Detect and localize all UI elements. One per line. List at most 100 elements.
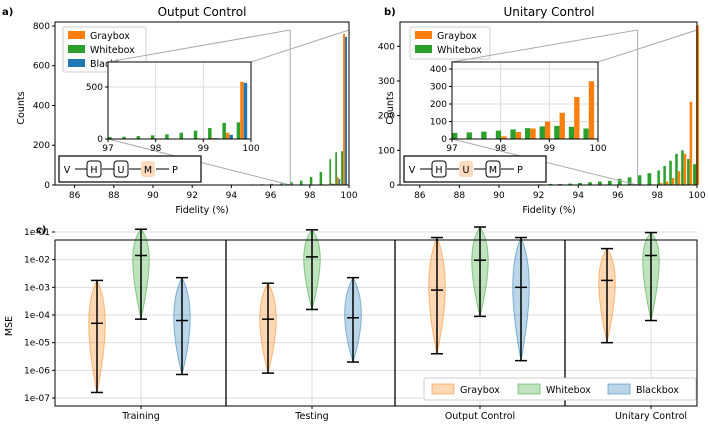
panel-b-ytick-label: 300 bbox=[378, 77, 395, 87]
panel-b-bar-whitebox bbox=[598, 181, 602, 185]
panel-a-inset-xtick-label: 98 bbox=[150, 144, 162, 154]
panel-b-inset-bar-graybox bbox=[515, 132, 522, 139]
panel-b-inset-bar-graybox bbox=[588, 81, 595, 139]
panel-a-bar-blackbox bbox=[345, 36, 347, 185]
panel-a-label: a) bbox=[2, 7, 13, 18]
panel-a-inset-bar-whitebox bbox=[165, 134, 169, 139]
panel-a-inset-bar-whitebox bbox=[136, 136, 141, 139]
panel-b-ytick-label: 400 bbox=[378, 42, 395, 52]
panel-b-inset-frame bbox=[451, 61, 599, 140]
panel-b-zoom-line bbox=[451, 29, 638, 63]
panel-a-inset-xtick-label: 100 bbox=[242, 144, 259, 154]
panel-b-bar-graybox bbox=[659, 182, 663, 185]
panel-c-xtick-label: Unitary Control bbox=[615, 411, 687, 422]
panel-b-bar-whitebox bbox=[627, 177, 632, 185]
panel-b-bar-whitebox bbox=[637, 175, 642, 185]
panel-b-xlabel: Fidelity (%) bbox=[522, 205, 575, 216]
panel-a-xtick-label: 92 bbox=[186, 191, 197, 201]
panel-c-xtick-label: Output Control bbox=[445, 411, 515, 422]
panel-b-xtick-label: 92 bbox=[533, 191, 544, 201]
panel-a-circuit-gate: H bbox=[90, 165, 97, 176]
legend-c-graybox-swatch bbox=[431, 383, 455, 395]
panel-a-xtick-label: 86 bbox=[69, 191, 81, 201]
legend-c-blackbox-label: Blackbox bbox=[636, 385, 679, 396]
panel-b-inset-bar-whitebox bbox=[510, 129, 516, 139]
panel-a-xtick-label: 98 bbox=[304, 191, 316, 201]
panel-a-circuit-gate-box bbox=[141, 161, 155, 177]
panel-b-circuit-gate-box bbox=[459, 161, 473, 177]
panel-a-xtick-label: 100 bbox=[340, 191, 357, 201]
panel-b-inset-bar-graybox bbox=[574, 97, 580, 139]
panel-b-circuit-gate-box bbox=[485, 160, 501, 178]
panel-b-bar-whitebox bbox=[669, 160, 672, 185]
panel-b-inset-xtick-label: 100 bbox=[589, 144, 606, 154]
panel-b-bar-whitebox bbox=[657, 170, 660, 185]
legend-c-whitebox-swatch bbox=[517, 383, 541, 395]
panel-c-legend: Graybox Whitebox Blackbox bbox=[423, 377, 697, 401]
panel-a-bar-whitebox bbox=[329, 159, 332, 185]
panel-a-inset-bar-blackbox bbox=[243, 82, 248, 139]
panel-a-inset-bar-whitebox bbox=[108, 136, 112, 139]
panel-a-inset-bg bbox=[108, 62, 251, 139]
panel-b-inset-bar-whitebox bbox=[539, 126, 545, 139]
panel-a-inset-bar-graybox bbox=[240, 81, 244, 139]
legend-graybox-swatch bbox=[68, 31, 85, 39]
panel-b-inset-xtick-label: 98 bbox=[495, 144, 507, 154]
panel-a-ylabel: Counts bbox=[16, 91, 27, 124]
panel-c-ytick-label: 1e-03 bbox=[24, 283, 50, 293]
legend-b-graybox-label: Graybox bbox=[437, 31, 477, 42]
panel-c-ytick-label: 1e-06 bbox=[24, 366, 50, 376]
panel-a-inset-ytick-label: 500 bbox=[86, 83, 103, 93]
panel-a-circuit-gate: P bbox=[172, 165, 178, 176]
legend-graybox-label: Graybox bbox=[90, 31, 130, 42]
panel-b-bar-whitebox bbox=[663, 165, 666, 185]
panel-b-inset-bar-whitebox bbox=[495, 130, 502, 139]
panel-b-bar-graybox bbox=[677, 171, 681, 185]
legend-c-whitebox-label: Whitebox bbox=[546, 385, 591, 396]
panel-b-bar-whitebox bbox=[681, 150, 684, 185]
panel-a-inset-ytick-label: 0 bbox=[97, 135, 103, 145]
panel-a-circuit-gate-box bbox=[86, 160, 102, 178]
panel-b-xtick-label: 90 bbox=[493, 191, 505, 201]
panel-b-zoom-line bbox=[597, 29, 698, 63]
panel-a-zoom-line bbox=[250, 29, 350, 63]
panel-b-bar-whitebox bbox=[588, 182, 592, 185]
panel-a-ytick-label: 200 bbox=[33, 141, 50, 151]
panel-b-bar-whitebox bbox=[617, 178, 622, 185]
panel-c-axes-frame bbox=[54, 239, 698, 407]
panel-b-title: Unitary Control bbox=[503, 5, 594, 19]
panel-a-inset-bar-blackbox bbox=[229, 134, 233, 139]
panel-a-zoom-line bbox=[107, 29, 291, 63]
panel-b-bar-graybox bbox=[683, 153, 687, 185]
panel-c-ytick-label: 1e-01 bbox=[24, 228, 50, 238]
panel-b-inset-ytick-label: 300 bbox=[430, 83, 447, 93]
panel-b-xtick-label: 88 bbox=[454, 191, 466, 201]
panel-b-circuit-gate: H bbox=[435, 165, 442, 176]
panel-b-bar-whitebox bbox=[687, 158, 690, 185]
panel-b-xtick-label: 94 bbox=[572, 191, 584, 201]
panel-b-inset-bar-graybox bbox=[559, 112, 565, 139]
panel-a-ytick-label: 0 bbox=[44, 181, 50, 191]
panel-b-inset-bar-whitebox bbox=[452, 132, 458, 139]
panel-b-bar-whitebox bbox=[578, 182, 582, 185]
panel-b-bar-graybox bbox=[689, 101, 693, 185]
panel-c-label: c) bbox=[36, 225, 47, 236]
panel-b-inset-bar-graybox bbox=[501, 136, 507, 139]
legend-c-graybox-label: Graybox bbox=[460, 385, 500, 396]
panel-a-inset-bar-graybox bbox=[211, 137, 216, 139]
panel-b-legend: Graybox Whitebox bbox=[409, 26, 491, 60]
panel-a-inset-frame bbox=[107, 61, 252, 140]
panel-b-inset-bar-graybox bbox=[544, 121, 551, 139]
panel-b-inset-bar-whitebox bbox=[583, 128, 589, 139]
panel-a-bar-whitebox bbox=[300, 180, 303, 185]
panel-b-xtick-label: 86 bbox=[414, 191, 426, 201]
panel-b-inset-bar-whitebox bbox=[466, 132, 472, 139]
panel-c-ytick-label: 1e-02 bbox=[24, 256, 50, 266]
panel-a-xlabel: Fidelity (%) bbox=[175, 205, 228, 216]
panel-a-title: Output Control bbox=[158, 5, 247, 19]
panel-c-ytick-label: 1e-05 bbox=[24, 339, 50, 349]
panel-b-circuit-gate: U bbox=[463, 165, 470, 176]
panel-b-xtick-label: 98 bbox=[652, 191, 664, 201]
panel-a-axes-frame bbox=[54, 21, 350, 186]
panel-a-ytick-label: 600 bbox=[33, 62, 50, 72]
